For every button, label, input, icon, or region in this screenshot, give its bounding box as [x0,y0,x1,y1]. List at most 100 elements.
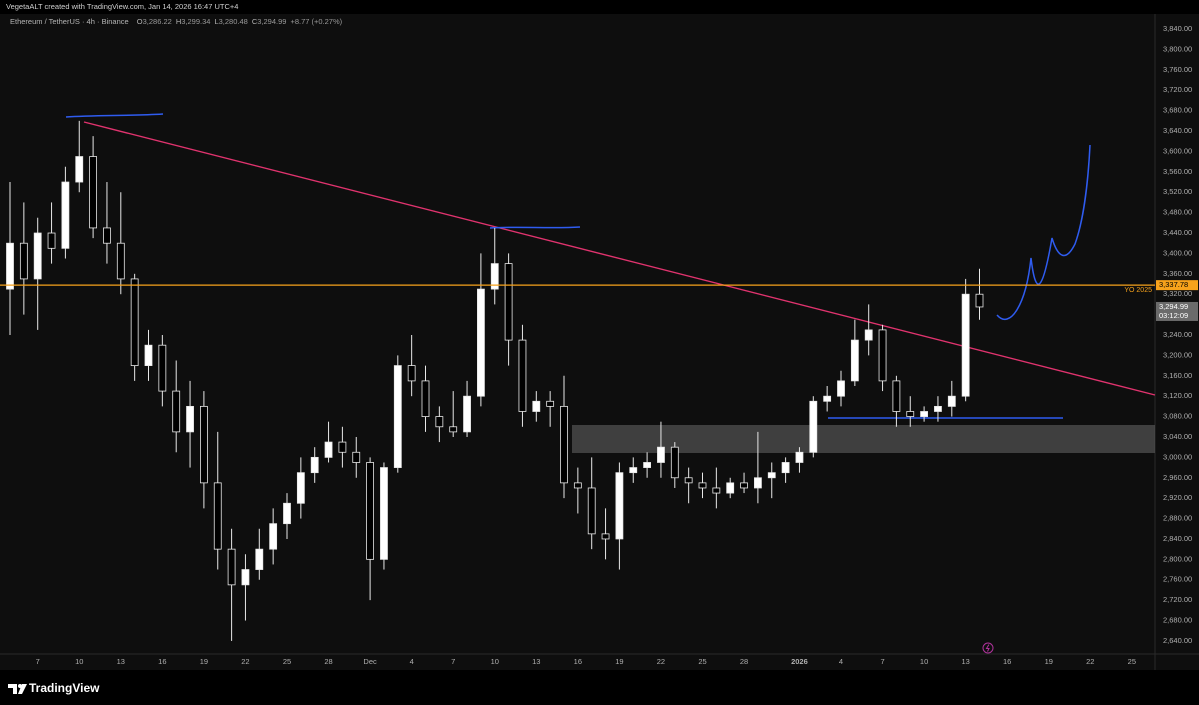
top-marker [489,226,581,229]
x-tick-label: 19 [200,657,208,666]
candle-body [684,477,693,484]
candle-body [906,411,915,417]
candle-body [89,156,97,229]
y-tick-label: 3,800.00 [1163,44,1192,53]
x-tick-label: 13 [961,657,969,666]
alert-icon[interactable] [982,642,994,654]
y-tick-label: 3,160.00 [1163,371,1192,380]
projection-path [996,144,1091,321]
candle-body [366,462,375,560]
y-tick-label: 3,240.00 [1163,330,1192,339]
candle-body [47,232,56,249]
candle-body [670,446,679,479]
candle-body [532,400,541,412]
candle-body [767,472,776,479]
logo-mark [8,684,17,694]
last-price-box [1156,301,1198,321]
x-tick-label: 19 [1045,657,1053,666]
candle-body [740,482,748,489]
y-tick-label: 2,840.00 [1163,534,1192,543]
candle-body [754,477,762,489]
candle-body [837,380,845,397]
trendline [83,121,1156,396]
y-tick-label: 2,680.00 [1163,616,1192,625]
candle-body [324,441,333,458]
x-tick-label: 22 [1086,657,1094,666]
x-tick-label: Dec [363,657,377,666]
x-tick-label: 28 [324,657,332,666]
y-tick-label: 3,040.00 [1163,432,1192,441]
candle-body [601,533,610,540]
candle-body [878,329,887,382]
plot-area [0,14,1155,670]
candle-body [435,416,444,428]
stat-value: 3,286.22 [143,17,172,26]
candle-body [213,482,222,550]
y-tick-label: 3,080.00 [1163,412,1192,421]
candle-body [144,344,153,366]
y-tick-label: 3,720.00 [1163,85,1192,94]
candle-body [61,181,70,249]
candle-body [809,400,818,453]
candle-body [33,232,42,280]
x-tick-label: 10 [75,657,83,666]
candle-body [698,482,707,489]
candle-body [449,426,458,433]
candle-body [158,344,167,392]
y-tick-label: 3,840.00 [1163,24,1192,33]
candle-body [172,390,181,433]
credit: VegetaALT created with TradingView.com, … [6,2,238,11]
footer-bar [0,672,1199,705]
candle-body [199,405,208,484]
x-tick-label: 7 [880,657,884,666]
candle-body [726,482,735,494]
y-tick-label: 3,360.00 [1163,269,1192,278]
candle-body [712,487,721,494]
x-tick-label: 22 [241,657,249,666]
candle-body [947,395,956,407]
price-line-box [1156,280,1198,291]
y-tick-label: 3,120.00 [1163,391,1192,400]
candle-body [6,242,14,290]
candle-body [352,451,361,463]
candle-body [227,548,236,586]
candle-body [504,263,513,341]
candle-body [476,288,485,397]
candle-body [310,456,319,474]
candle-body [657,446,665,463]
candle-body [934,405,942,412]
candle-body [490,263,499,290]
y-tick-label: 3,640.00 [1163,126,1192,135]
candle-body [269,523,278,550]
candle-body [975,293,984,308]
y-tick-label: 2,720.00 [1163,595,1192,604]
candle-body [338,441,347,453]
candle-body [795,451,804,463]
candle-body [643,462,651,468]
candle-body [850,339,859,382]
top-marker [65,113,164,118]
x-tick-label: 25 [698,657,706,666]
y-tick-label: 3,480.00 [1163,208,1192,217]
x-tick-label: 10 [920,657,928,666]
y-tick-label: 3,000.00 [1163,452,1192,461]
y-tick-label: 3,600.00 [1163,146,1192,155]
symbol-header: Ethereum / TetherUS · 4h · Binance O3,28… [10,17,343,26]
x-tick-label: 4 [839,657,843,666]
candle-body [781,462,790,474]
footer-brand: TradingView [29,681,100,695]
x-tick-label: 25 [283,657,291,666]
candle-body [421,380,430,417]
x-tick-label: 13 [117,657,125,666]
stat-change: +8.77 (+0.27%) [290,17,342,26]
stat-key: H [176,17,181,26]
stat-value: 3,299.34 [181,17,210,26]
x-tick-label: 22 [657,657,665,666]
candle-body [823,395,832,402]
x-tick-label: 2026 [791,657,808,666]
candle-body [116,242,125,280]
candle-body [560,405,568,484]
candles [6,120,984,641]
x-tick-label: 16 [574,657,582,666]
